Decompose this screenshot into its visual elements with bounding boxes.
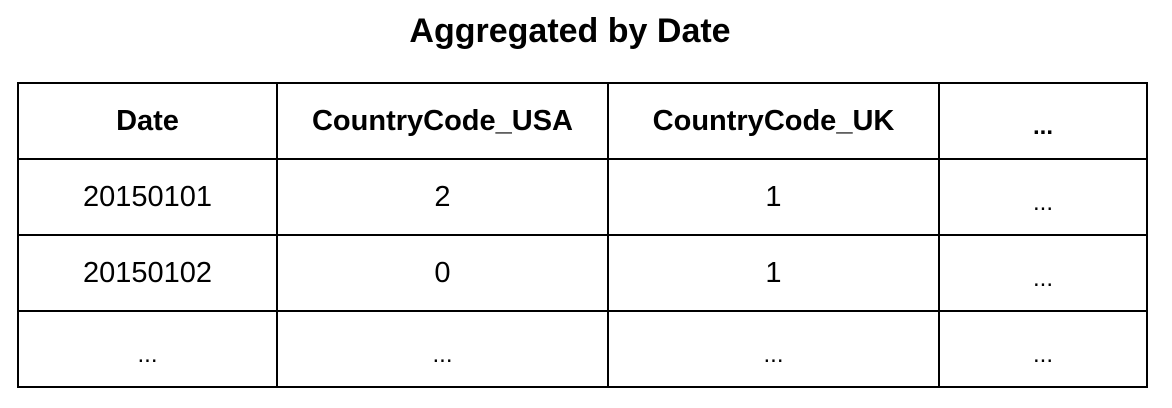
table-cell: 2 [276, 158, 609, 236]
table-cell: 0 [276, 234, 609, 312]
cell-value: 1 [765, 256, 782, 289]
header-more-columns: ... [938, 82, 1148, 160]
cell-value: 1 [765, 180, 782, 213]
table-cell: ... [938, 310, 1148, 388]
table-cell: 20150102 [17, 234, 278, 312]
table-row: 20150102 0 1 ... [17, 234, 1148, 312]
table-row: 20150101 2 1 ... [17, 158, 1148, 236]
cell-value: ... [1032, 264, 1053, 292]
header-countrycode-uk: CountryCode_UK [607, 82, 940, 160]
cell-value: ... [763, 340, 784, 368]
table-cell: 20150101 [17, 158, 278, 236]
cell-value: 20150101 [82, 180, 213, 213]
table-cell: ... [17, 310, 278, 388]
table-cell: ... [938, 234, 1148, 312]
cell-value: 20150102 [82, 256, 213, 289]
table-cell: 1 [607, 234, 940, 312]
page-title: Aggregated by Date [409, 12, 731, 50]
aggregation-table: Date CountryCode_USA CountryCode_UK ... … [17, 82, 1148, 388]
cell-value: 2 [434, 180, 451, 213]
cell-value: ... [1032, 188, 1053, 216]
cell-value: ... [1032, 340, 1053, 368]
header-more-label: ... [1032, 112, 1053, 140]
table-cell: ... [276, 310, 609, 388]
table-cell: ... [607, 310, 940, 388]
header-countrycode-usa: CountryCode_USA [276, 82, 609, 160]
header-date: Date [17, 82, 278, 160]
header-uk-label: CountryCode_UK [652, 104, 895, 137]
cell-value: ... [432, 340, 453, 368]
table-row: ... ... ... ... [17, 310, 1148, 388]
table-cell: ... [938, 158, 1148, 236]
table-cell: 1 [607, 158, 940, 236]
table-header-row: Date CountryCode_USA CountryCode_UK ... [17, 82, 1148, 160]
header-date-label: Date [116, 104, 179, 137]
cell-value: 0 [434, 256, 451, 289]
cell-value: ... [137, 340, 158, 368]
header-usa-label: CountryCode_USA [311, 104, 573, 137]
